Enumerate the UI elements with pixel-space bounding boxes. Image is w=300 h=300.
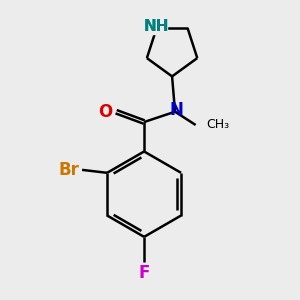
Text: N: N [169,101,183,119]
Text: CH₃: CH₃ [206,118,229,131]
Text: O: O [98,103,112,121]
Text: Br: Br [58,161,79,179]
Text: NH: NH [144,20,169,34]
Text: NH: NH [144,20,169,34]
Text: NH: NH [144,20,169,34]
Bar [146,21,167,34]
Text: F: F [138,264,150,282]
